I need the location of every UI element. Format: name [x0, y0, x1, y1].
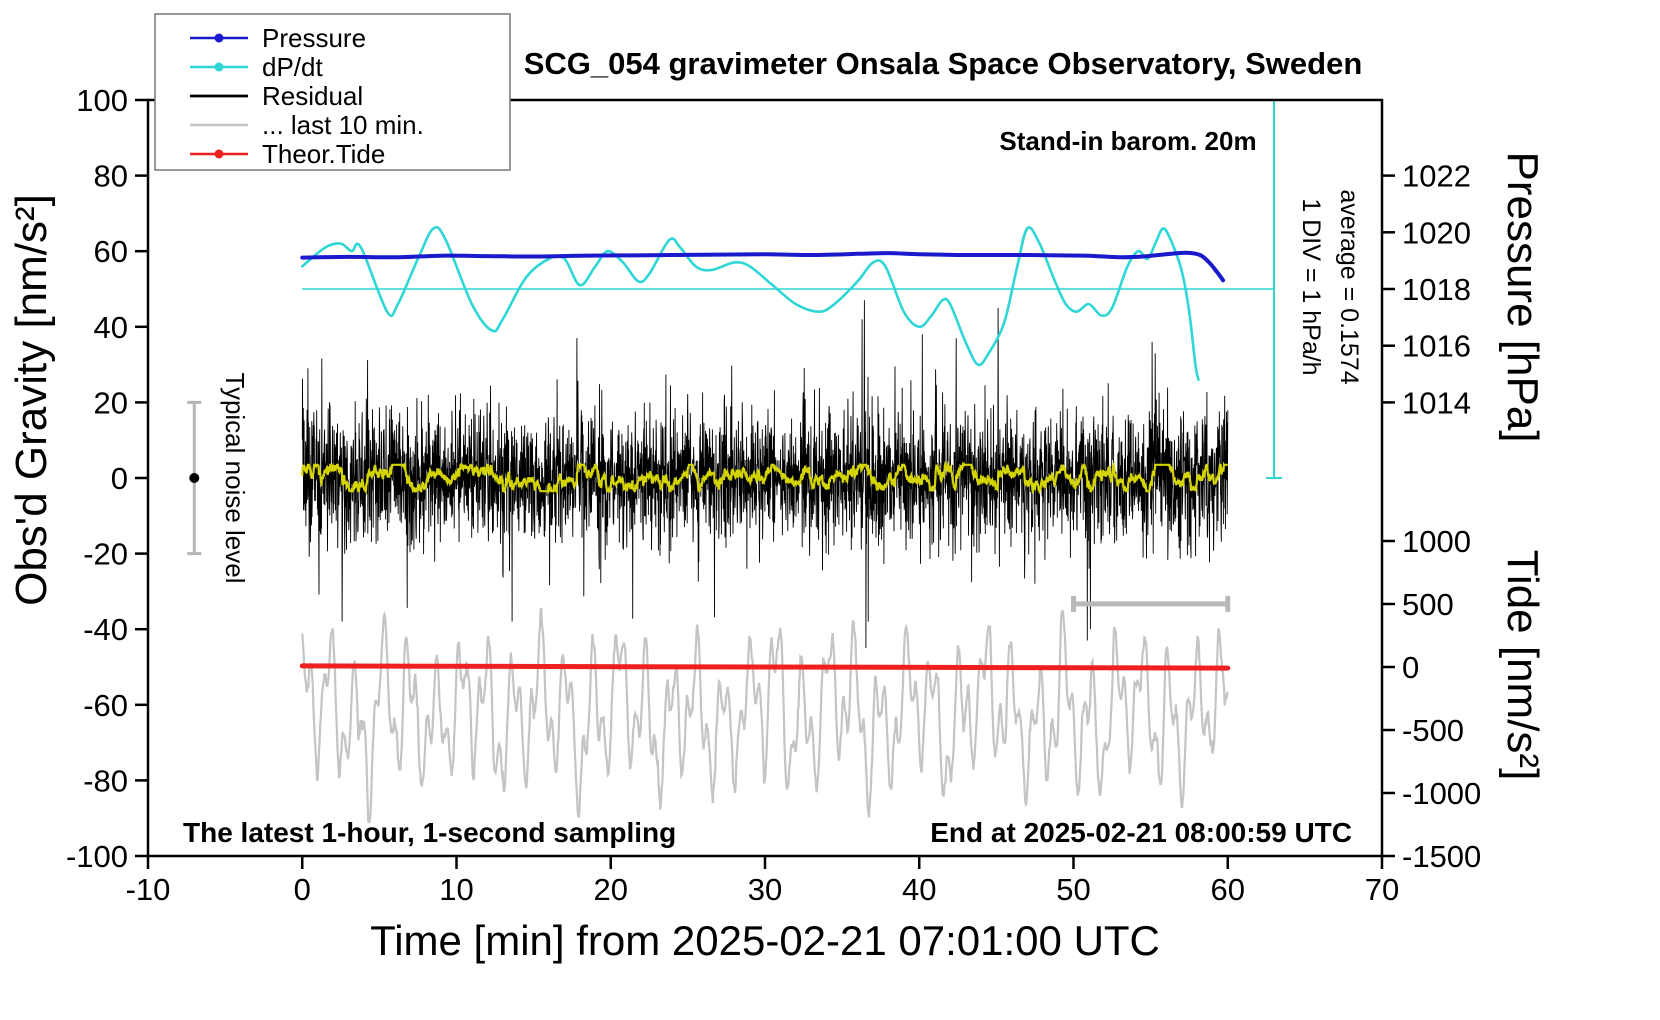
series-last10-trace: [301, 607, 1229, 824]
pressure-tick-label: 1020: [1402, 215, 1471, 250]
chart-title: SCG_054 gravimeter Onsala Space Observat…: [524, 46, 1363, 81]
legend-label: dP/dt: [262, 52, 323, 82]
x-tick-label: 60: [1211, 872, 1245, 907]
x-axis-label: Time [min] from 2025-02-21 07:01:00 UTC: [370, 917, 1160, 964]
pressure-tick-label: 1016: [1402, 329, 1471, 364]
series-layer: [299, 225, 1275, 824]
legend-label: ... last 10 min.: [262, 110, 424, 140]
y-tick-label: 60: [94, 234, 128, 269]
y-axis-label-tide: Tide [nm/s²]: [1498, 550, 1547, 781]
x-tick-label: 20: [594, 872, 628, 907]
x-tick-label: 0: [294, 872, 311, 907]
annotation-end-time: End at 2025-02-21 08:00:59 UTC: [930, 817, 1352, 848]
y-tick-label: -20: [83, 537, 128, 572]
legend-dot: [214, 33, 224, 43]
tide-tick-label: -500: [1402, 713, 1464, 748]
tide-tick-label: -1000: [1402, 776, 1481, 811]
tide-tick-label: -1500: [1402, 839, 1481, 874]
x-tick-label: 50: [1056, 872, 1090, 907]
noise-level-label: Typical noise level: [220, 373, 250, 584]
y-tick-label: 40: [94, 310, 128, 345]
x-tick-label: 10: [439, 872, 473, 907]
last10-span-bar: [1071, 595, 1231, 612]
annotation-sampling: The latest 1-hour, 1-second sampling: [183, 817, 676, 848]
annotation-average: average = 0.1574: [1335, 189, 1363, 384]
pressure-tick-label: 1022: [1402, 159, 1471, 194]
tide-tick-label: 1000: [1402, 524, 1471, 559]
annotation-standin-barom: Stand-in barom. 20m: [999, 126, 1256, 156]
legend-label: Theor.Tide: [262, 139, 385, 169]
x-tick-label: 70: [1365, 872, 1399, 907]
annotation-div-scale: 1 DIV = 1 hPa/h: [1297, 198, 1325, 375]
y-tick-label: -60: [83, 688, 128, 723]
axes: -10 0 10 20 30 40 50 60 70-100-80-60-40-20020406…: [66, 83, 1481, 907]
x-tick-label: 40: [902, 872, 936, 907]
y-tick-label: -100: [66, 839, 128, 874]
noise-bar-dot: [189, 473, 200, 483]
y-tick-label: 0: [111, 461, 128, 496]
y-tick-label: 20: [94, 385, 128, 420]
legend-dot: [214, 149, 224, 159]
series-residual-smooth: [301, 460, 1228, 495]
y-tick-label: 80: [94, 159, 128, 194]
tide-tick-label: 0: [1402, 650, 1419, 685]
y-axis-label-left: Obs'd Gravity [nm/s²]: [7, 194, 56, 606]
series-dpdt: [301, 225, 1200, 381]
series-pressure: [300, 250, 1226, 283]
y-tick-label: -80: [83, 763, 128, 798]
pressure-tick-label: 1014: [1402, 385, 1471, 420]
legend-label: Pressure: [262, 23, 366, 53]
x-tick-label: -10: [126, 872, 171, 907]
y-tick-label: -40: [83, 612, 128, 647]
x-tick-label: 30: [748, 872, 782, 907]
y-axis-label-pressure: Pressure [hPa]: [1498, 151, 1547, 442]
tide-tick-label: 500: [1402, 587, 1454, 622]
legend-dot: [214, 62, 224, 72]
pressure-tick-label: 1018: [1402, 272, 1471, 307]
noise-level-bar: Typical noise level: [187, 373, 250, 584]
legend-box: [154, 13, 511, 171]
series-theor-tide: [299, 663, 1231, 671]
labels: SCG_054 gravimeter Onsala Space Observat…: [7, 46, 1547, 964]
legend-label: Residual: [262, 81, 363, 111]
y-tick-label: 100: [76, 83, 128, 118]
